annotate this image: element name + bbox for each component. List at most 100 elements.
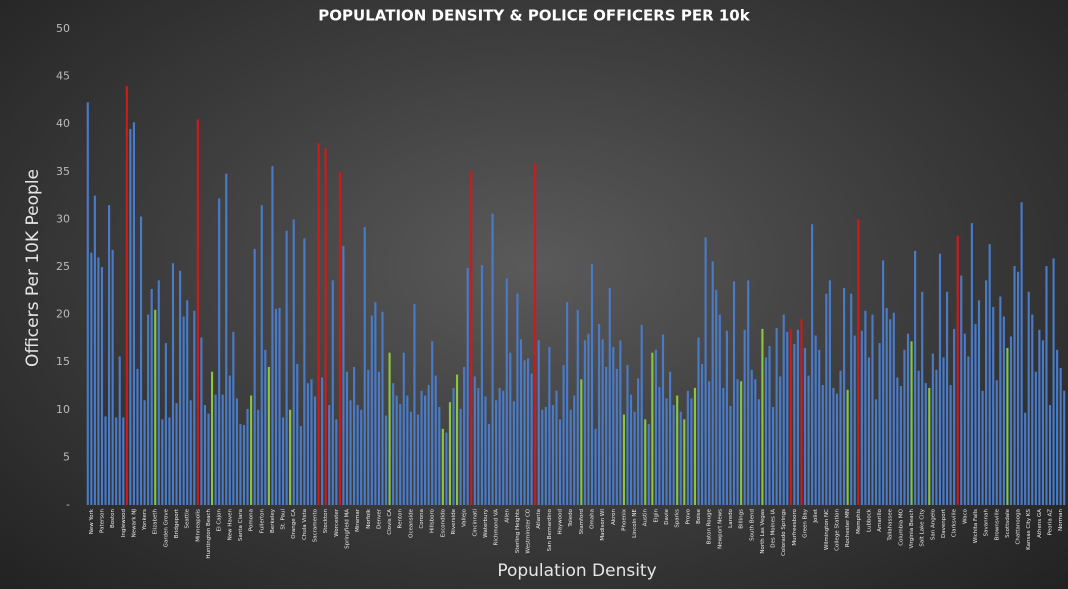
- bar: [914, 250, 917, 505]
- bar: [558, 419, 562, 505]
- bar: [214, 394, 217, 505]
- bar: [139, 216, 143, 505]
- bar: [892, 312, 895, 505]
- x-tick-label: Springfield MA: [344, 509, 350, 549]
- bar: [242, 425, 246, 505]
- x-tick-label: Green Bay: [803, 508, 809, 538]
- bar: [530, 373, 533, 505]
- x-tick-label: Cincinnati: [472, 509, 478, 537]
- x-tick-label: Garden Grove: [163, 508, 169, 547]
- x-tick-label: Baton Rouge: [707, 508, 713, 544]
- x-tick-label: Norman: [1058, 508, 1064, 530]
- bar: [97, 257, 100, 505]
- bar: [349, 400, 352, 505]
- x-tick-label: Memphis: [856, 509, 862, 534]
- x-tick-label: Phoenix: [621, 508, 627, 531]
- bar: [1052, 258, 1055, 505]
- bar: [736, 379, 739, 505]
- bar: [569, 409, 572, 505]
- x-tick-label: Boston: [110, 508, 116, 528]
- bar: [225, 173, 228, 506]
- bar: [853, 335, 856, 505]
- bar: [487, 424, 491, 505]
- bar: [445, 432, 448, 505]
- bar: [179, 270, 182, 505]
- bar: [1045, 266, 1048, 505]
- bar: [313, 396, 317, 505]
- x-tick-label: Omaha: [589, 509, 595, 529]
- bar: [264, 349, 267, 505]
- x-axis-label: Population Density: [497, 561, 656, 581]
- bar: [448, 402, 452, 505]
- bar: [594, 428, 597, 505]
- bar: [363, 227, 366, 506]
- bar: [171, 263, 175, 505]
- x-tick-label: Hillsboro: [430, 508, 436, 533]
- x-tick-label: Davie: [664, 508, 670, 524]
- bar: [743, 329, 746, 505]
- bar: [285, 230, 288, 505]
- bar: [193, 310, 196, 505]
- bar: [246, 408, 249, 505]
- bar: [1017, 271, 1020, 505]
- bar: [633, 411, 636, 505]
- x-tick-label: Stockton: [323, 508, 329, 533]
- bar: [196, 119, 199, 505]
- bar: [392, 383, 395, 505]
- bar: [938, 253, 942, 505]
- bar: [189, 400, 192, 505]
- x-tick-label: Salt Lake City: [920, 508, 926, 546]
- bar: [850, 293, 853, 505]
- bar: [832, 387, 835, 505]
- bar: [715, 289, 718, 505]
- bar: [747, 280, 750, 505]
- x-tick-label: Escondido: [440, 508, 446, 537]
- bar: [786, 331, 789, 505]
- bar: [690, 398, 693, 505]
- x-tick-label: Scottsdale: [1005, 508, 1011, 537]
- bar: [338, 171, 341, 506]
- bar: [260, 205, 263, 505]
- bar: [803, 347, 807, 505]
- bar: [612, 346, 615, 505]
- x-tick-label: Huntington Beach: [206, 508, 212, 558]
- x-tick-label: Clovis CA: [387, 509, 393, 535]
- bar: [168, 417, 171, 505]
- bar: [115, 417, 118, 505]
- bar: [164, 343, 167, 505]
- x-tick-label: Murfreesboro: [792, 508, 798, 545]
- x-tick-label: Laredo: [728, 508, 734, 527]
- x-tick-label: Westminster CO: [526, 508, 532, 553]
- bar: [104, 416, 107, 505]
- bar: [136, 368, 139, 505]
- x-tick-label: Vallejo: [462, 508, 468, 527]
- bar: [150, 288, 153, 505]
- bar: [253, 248, 256, 506]
- y-tick-label: 5: [63, 450, 70, 463]
- bar: [1059, 367, 1062, 505]
- bar: [598, 324, 601, 505]
- bar: [835, 393, 839, 505]
- bar: [580, 379, 583, 505]
- bar: [161, 419, 164, 505]
- x-tick-label: San Bernardino: [547, 508, 553, 551]
- x-tick-label: Akron: [611, 509, 617, 525]
- bar: [108, 205, 111, 505]
- bar: [129, 128, 132, 505]
- bar: [413, 304, 416, 505]
- x-tick-label: New York: [89, 508, 95, 534]
- bar: [704, 237, 707, 505]
- x-tick-label: Sacramento: [313, 508, 319, 542]
- bar: [374, 302, 377, 505]
- bar: [296, 364, 299, 505]
- x-tick-label: Boise: [696, 508, 702, 524]
- bar: [981, 390, 984, 505]
- bar: [814, 335, 817, 505]
- bar: [491, 213, 494, 506]
- bar: [626, 365, 629, 505]
- bar: [1006, 347, 1009, 505]
- x-tick-label: Pomona: [249, 509, 255, 531]
- bar: [903, 349, 906, 505]
- bar: [274, 308, 278, 505]
- bar: [111, 249, 114, 505]
